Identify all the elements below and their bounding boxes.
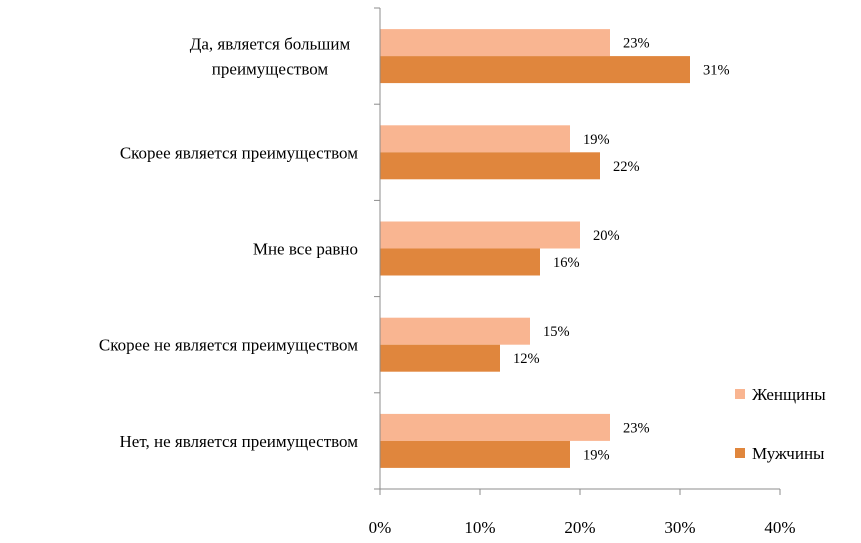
data-label: 19% bbox=[583, 447, 610, 463]
labels-layer: 23% 31% Да, является большим преимуществом 1… bbox=[99, 35, 796, 537]
legend-label-women: Женщины bbox=[752, 385, 826, 404]
bar-men bbox=[380, 440, 570, 468]
data-label: 23% bbox=[623, 420, 650, 436]
bar-women bbox=[380, 413, 610, 441]
bar-men bbox=[380, 344, 500, 372]
category-label: Скорее не является преимуществом bbox=[99, 336, 358, 355]
data-label: 16% bbox=[553, 255, 580, 271]
x-tick-label: 40% bbox=[764, 518, 795, 537]
data-label: 12% bbox=[513, 351, 540, 367]
axes-layer bbox=[374, 7, 781, 495]
legend-swatch-men bbox=[735, 448, 745, 458]
bar-men bbox=[380, 56, 690, 84]
category-label: Скорее является преимуществом bbox=[120, 143, 358, 162]
bar-women bbox=[380, 221, 580, 249]
bars-layer bbox=[380, 29, 690, 468]
x-tick-label: 10% bbox=[464, 518, 495, 537]
legend-swatch-women bbox=[735, 389, 745, 399]
data-label: 20% bbox=[593, 228, 620, 244]
x-tick-label: 0% bbox=[369, 518, 392, 537]
category-label: Мне все равно bbox=[253, 240, 358, 259]
data-label: 23% bbox=[623, 36, 650, 52]
category-label: преимуществом bbox=[212, 60, 329, 79]
data-label: 19% bbox=[583, 132, 610, 148]
x-tick-label: 30% bbox=[664, 518, 695, 537]
data-label: 22% bbox=[613, 159, 640, 175]
data-label: 31% bbox=[703, 63, 730, 79]
data-label: 15% bbox=[543, 324, 570, 340]
bar-women bbox=[380, 125, 570, 153]
bar-men bbox=[380, 248, 540, 276]
bar-men bbox=[380, 152, 600, 180]
x-tick-label: 20% bbox=[564, 518, 595, 537]
category-label: Да, является большим bbox=[190, 35, 351, 54]
bar-women bbox=[380, 317, 530, 345]
category-label: Нет, не является преимуществом bbox=[120, 432, 359, 451]
legend: Женщины Мужчины bbox=[735, 385, 826, 463]
bar-women bbox=[380, 29, 610, 57]
legend-label-men: Мужчины bbox=[752, 444, 825, 463]
